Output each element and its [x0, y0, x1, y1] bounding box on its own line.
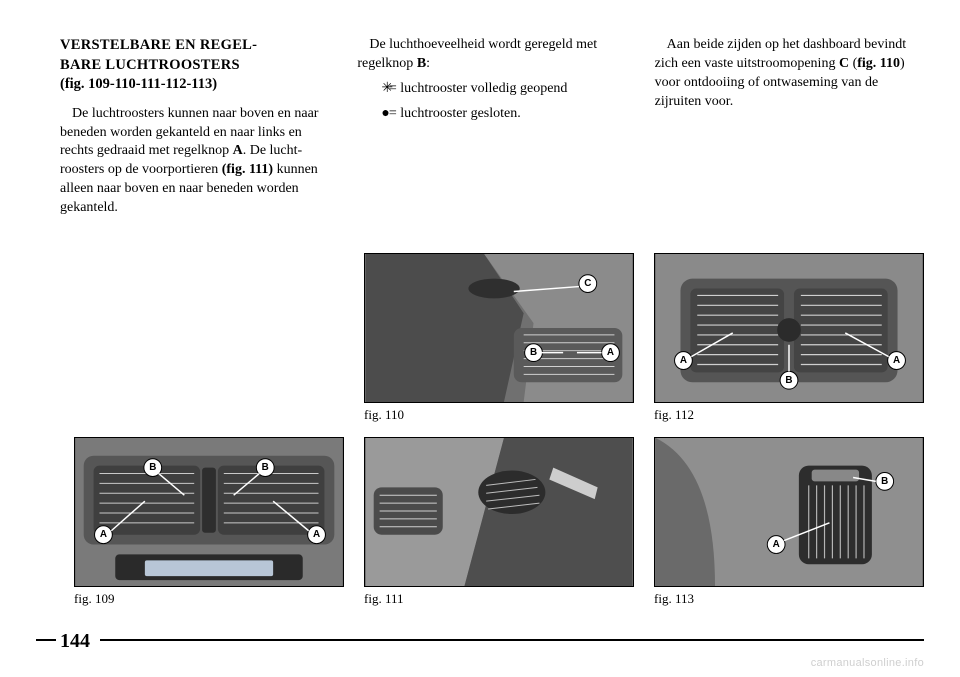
- t: = luchtrooster gesloten.: [385, 106, 520, 121]
- t: A: [233, 143, 243, 158]
- fig-caption: fig. 113: [654, 591, 924, 607]
- fig-110-image: L0A0058b B: [364, 253, 634, 403]
- svg-text:A: A: [773, 539, 780, 550]
- manual-page: VERSTELBARE EN REGEL- BARE LUCHTROOSTERS…: [0, 0, 960, 677]
- text-columns: VERSTELBARE EN REGEL- BARE LUCHTROOSTERS…: [60, 36, 924, 218]
- fig-caption: fig. 112: [654, 407, 924, 423]
- svg-text:B: B: [785, 375, 792, 386]
- fig-109: L0A0062b: [74, 437, 344, 607]
- t: C: [839, 56, 849, 71]
- svg-text:B: B: [262, 462, 269, 473]
- column-2: De luchthoeveelheid wordt gere­geld met …: [357, 36, 626, 218]
- col3-para: Aan beide zijden op het dashboard bevind…: [655, 36, 924, 112]
- col2-para: De luchthoeveelheid wordt gere­geld met …: [357, 36, 626, 74]
- watermark: carmanualsonline.info: [811, 657, 924, 669]
- svg-text:B: B: [881, 476, 888, 487]
- fig-113: L0A0056b A: [654, 437, 924, 607]
- svg-text:A: A: [893, 355, 900, 366]
- svg-text:A: A: [100, 529, 107, 540]
- fig-111-image: L0A0057b: [364, 437, 634, 587]
- t: (fig. 111): [222, 162, 273, 177]
- fig-row-top: L0A0058b B: [60, 253, 924, 423]
- fig-caption: fig. 111: [364, 591, 634, 607]
- svg-text:A: A: [607, 347, 614, 358]
- svg-text:C: C: [584, 278, 591, 289]
- fig-111: L0A0057b: [364, 437, 634, 607]
- heading-line-1: VERSTELBARE EN REGEL-: [60, 36, 329, 56]
- fig-110: L0A0058b B: [364, 253, 634, 423]
- fig-109-image: L0A0062b: [74, 437, 344, 587]
- fig-113-image: L0A0056b A: [654, 437, 924, 587]
- fig-caption: fig. 110: [364, 407, 634, 423]
- col2-li1: ✳ = luchtrooster volledig geopend: [357, 78, 626, 99]
- column-1: VERSTELBARE EN REGEL- BARE LUCHTROOSTERS…: [60, 36, 329, 218]
- svg-text:A: A: [313, 529, 320, 540]
- column-3: Aan beide zijden op het dashboard bevind…: [655, 36, 924, 218]
- figure-grid: L0A0058b B: [60, 253, 924, 607]
- footer-rule: [100, 639, 924, 641]
- t: :: [426, 56, 430, 71]
- fig-caption: fig. 109: [74, 591, 344, 607]
- t: fig. 110: [857, 56, 900, 71]
- dot-icon: ●: [369, 103, 385, 122]
- col1-para: De luchtroosters kunnen naar boven en na…: [60, 105, 329, 218]
- page-number: 144: [60, 630, 90, 653]
- svg-text:A: A: [680, 355, 687, 366]
- t: B: [417, 56, 426, 71]
- fig-112-image: L0A0055b: [654, 253, 924, 403]
- svg-text:B: B: [149, 462, 156, 473]
- svg-text:B: B: [530, 347, 537, 358]
- heading-line-3: (fig. 109-110-111-112-113): [60, 75, 329, 95]
- fig-row-bottom: L0A0062b: [60, 437, 924, 607]
- t: De luchthoeveelheid wordt gere­geld met …: [357, 37, 597, 71]
- col2-li2: ● = luchtrooster gesloten.: [357, 103, 626, 124]
- fig-112: L0A0055b: [654, 253, 924, 423]
- footer-rule-left: [36, 639, 56, 641]
- fan-icon: ✳: [369, 78, 385, 97]
- t: = luchtrooster volledig geopend: [385, 81, 567, 96]
- heading-line-2: BARE LUCHTROOSTERS: [60, 56, 329, 76]
